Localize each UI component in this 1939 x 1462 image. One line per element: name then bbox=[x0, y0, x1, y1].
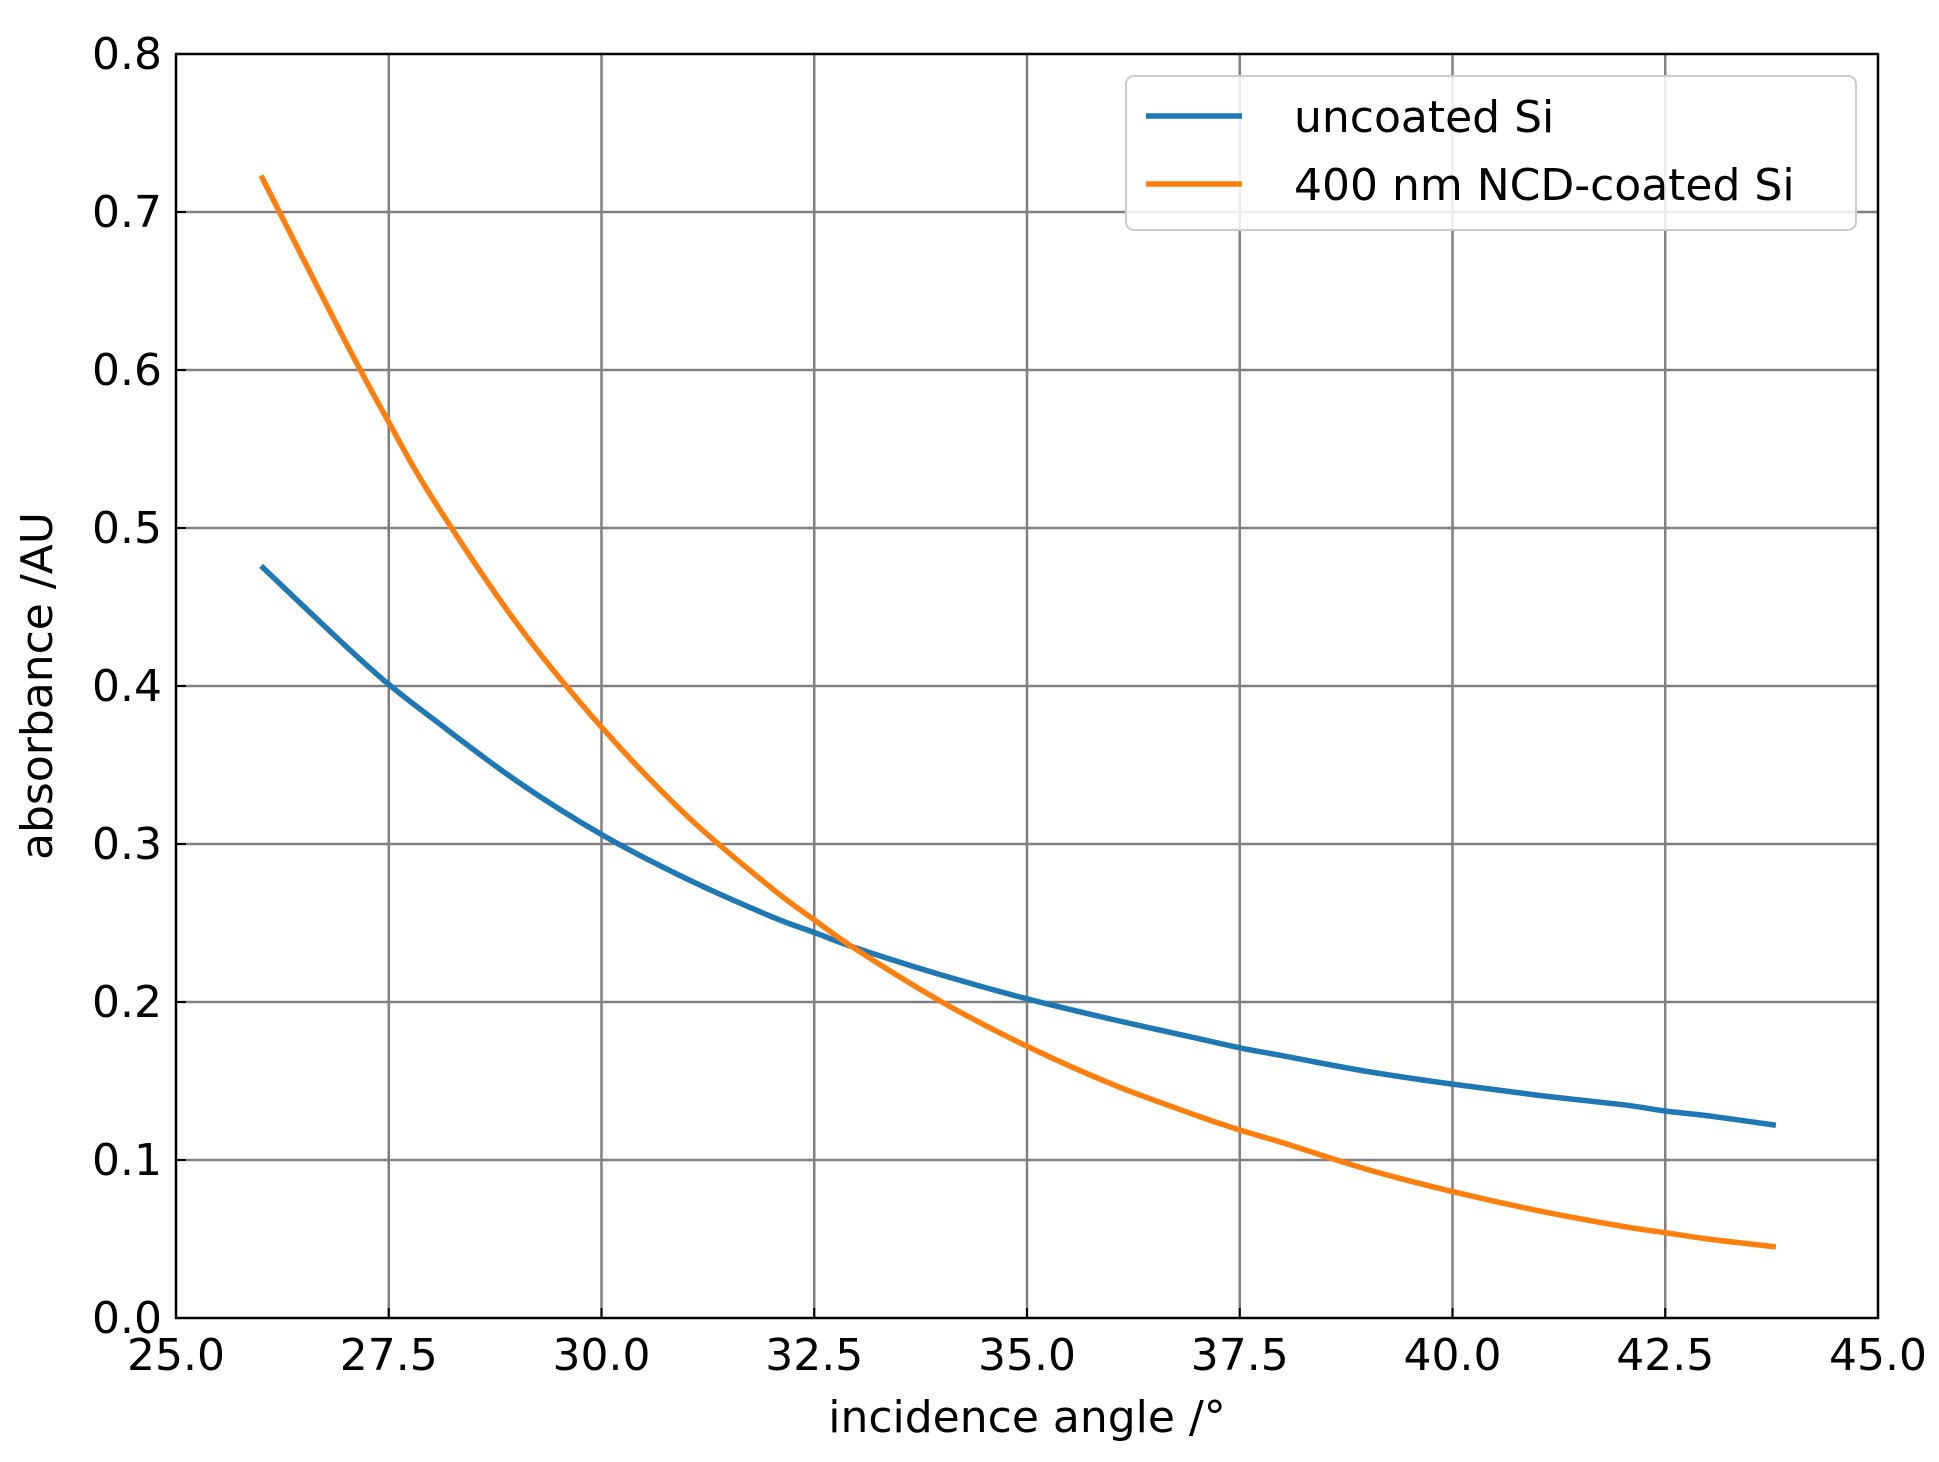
y-tick-label: 0.8 bbox=[92, 29, 162, 80]
x-tick-label: 37.5 bbox=[1191, 1330, 1289, 1381]
x-tick-label: 42.5 bbox=[1616, 1330, 1714, 1381]
y-tick-label: 0.5 bbox=[92, 503, 162, 554]
x-tick-label: 25.0 bbox=[127, 1330, 225, 1381]
x-tick-label: 45.0 bbox=[1829, 1330, 1927, 1381]
y-tick-label: 0.1 bbox=[92, 1135, 162, 1186]
y-tick-label: 0.3 bbox=[92, 819, 162, 870]
x-tick-label: 32.5 bbox=[765, 1330, 863, 1381]
y-tick-label: 0.6 bbox=[92, 345, 162, 396]
legend-label: 400 nm NCD-coated Si bbox=[1294, 160, 1795, 211]
x-tick-label: 30.0 bbox=[553, 1330, 651, 1381]
axis-ticks bbox=[175, 53, 1879, 1319]
y-tick-labels: 0.0 0.1 0.2 0.3 0.4 0.5 0.6 0.7 0.8 bbox=[92, 29, 162, 1344]
legend-label: uncoated Si bbox=[1294, 92, 1554, 143]
series-line-ncd-coated-si bbox=[258, 174, 1777, 1250]
y-axis-label: absorbance /AU bbox=[12, 512, 63, 860]
series-line-uncoated-si bbox=[259, 563, 1777, 1128]
legend: uncoated Si 400 nm NCD-coated Si bbox=[1125, 75, 1857, 231]
x-tick-labels: 25.0 27.5 30.0 32.5 35.0 37.5 40.0 42.5 45.0 bbox=[127, 1330, 1927, 1381]
y-tick-label: 0.0 bbox=[92, 1293, 162, 1344]
plot-area-series bbox=[258, 174, 1777, 1250]
x-axis-label: incidence angle /° bbox=[828, 1392, 1226, 1443]
y-tick-label: 0.7 bbox=[92, 187, 162, 238]
x-tick-label: 40.0 bbox=[1404, 1330, 1502, 1381]
x-tick-label: 35.0 bbox=[978, 1330, 1076, 1381]
y-tick-label: 0.2 bbox=[92, 977, 162, 1028]
x-tick-label: 27.5 bbox=[340, 1330, 438, 1381]
grid bbox=[176, 54, 1878, 1318]
legend-box bbox=[1125, 75, 1857, 231]
y-tick-label: 0.4 bbox=[92, 661, 162, 712]
